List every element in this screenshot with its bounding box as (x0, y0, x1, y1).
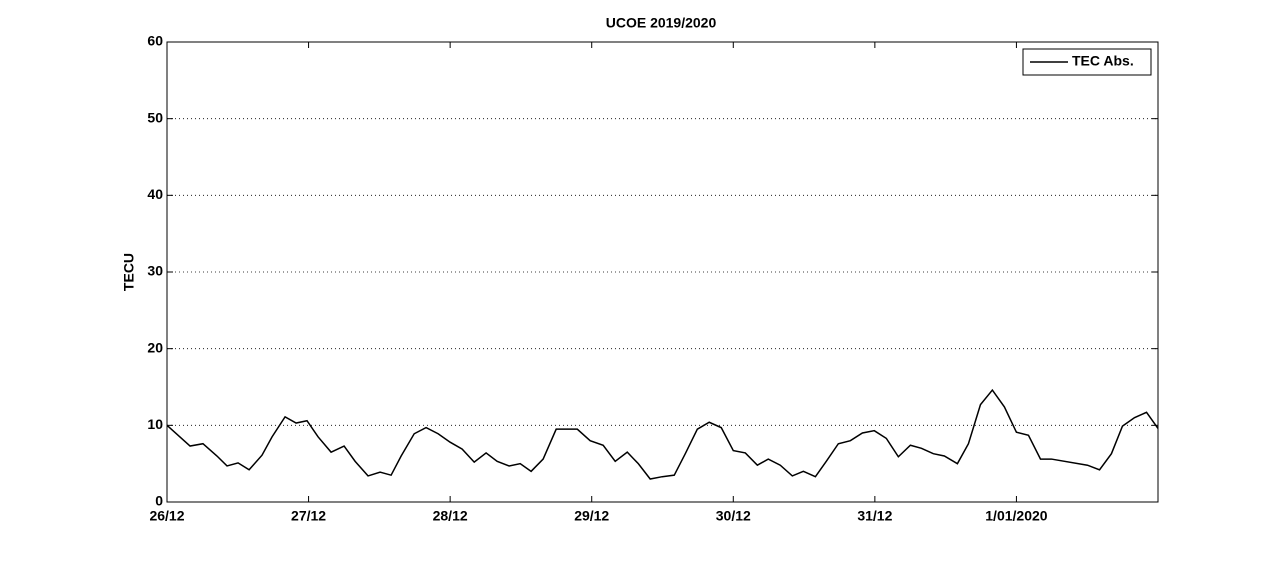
data-line (166, 388, 1159, 480)
y-tick-label: 10 (147, 416, 163, 432)
y-tick-label: 40 (147, 186, 163, 202)
x-tick-label: 30/12 (716, 508, 751, 524)
y-tick-label: 0 (155, 493, 163, 509)
x-tick-label: 1/01/2020 (985, 508, 1047, 524)
x-tick-label: 27/12 (291, 508, 326, 524)
x-tick-label: 28/12 (433, 508, 468, 524)
x-tick-label: 29/12 (574, 508, 609, 524)
chart-title: UCOE 2019/2020 (606, 15, 717, 31)
y-tick-label: 20 (147, 339, 163, 355)
y-tick-label: 30 (147, 263, 163, 279)
x-tick-label: 26/12 (149, 508, 184, 524)
y-tick-label: 60 (147, 33, 163, 49)
x-tick-label: 31/12 (857, 508, 892, 524)
plot-frame (166, 41, 1159, 503)
legend-label: TEC Abs. (1072, 53, 1134, 69)
y-tick-label: 50 (147, 109, 163, 125)
y-axis-label: TECU (121, 253, 137, 291)
